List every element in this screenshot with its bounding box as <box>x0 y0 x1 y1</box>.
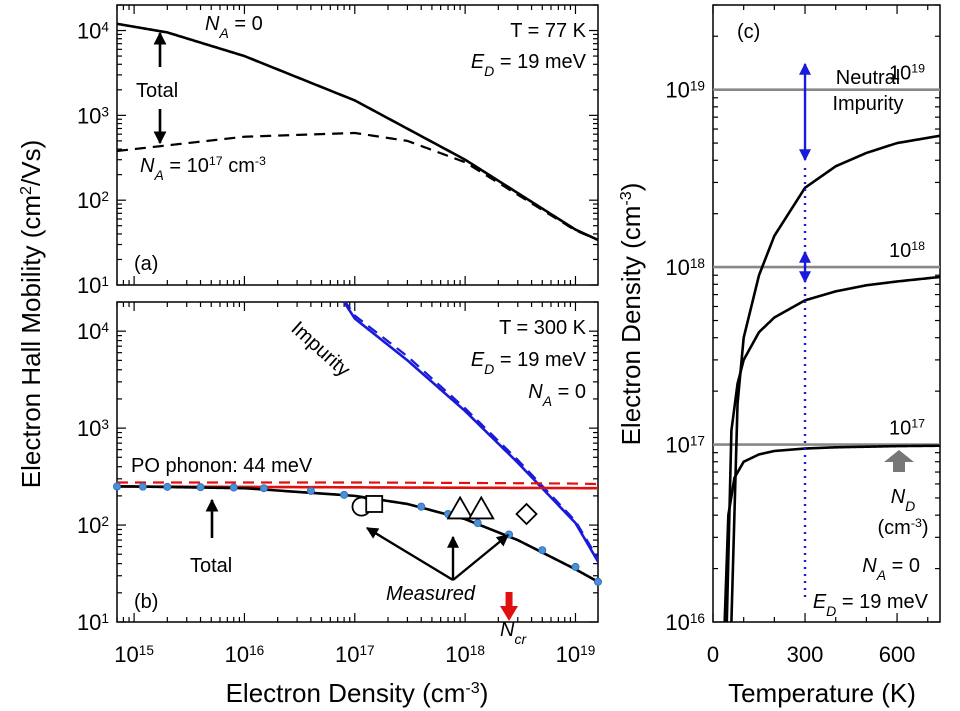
panel-b-calculated-point <box>417 502 426 511</box>
panel-c-neutral-label-2: Impurity <box>832 93 903 115</box>
panel-b-x-axis-label: Electron Density (cm-3) <box>226 678 489 708</box>
panel-c-nd-level-label: 1018 <box>889 239 925 262</box>
panel-c-y-axis-label: Electron Density (cm-3) <box>616 183 646 446</box>
panel-b-ncr-label: Ncr <box>500 619 527 647</box>
panel-c-y-tick-label: 1019 <box>665 78 705 103</box>
panel-b-total-label: Total <box>190 555 232 577</box>
panel-b-y-tick-label: 101 <box>77 610 109 635</box>
panel-b-calculated-point <box>538 546 547 555</box>
panel-b-calculated-point <box>259 484 268 493</box>
panel-b-measured-triangle <box>446 495 474 520</box>
panel-b-calculated-point <box>594 577 603 586</box>
panel-c-nd-level-label: 1019 <box>889 62 925 85</box>
panel-a-donor-energy: ED = 19 meV <box>471 51 587 79</box>
panel-b-y-tick-label: 102 <box>77 513 109 538</box>
panel-b-measured-triangle <box>467 495 495 520</box>
panel-c-neutral-label-1: Neutral <box>836 67 900 89</box>
panel-c-tag: (c) <box>737 21 760 43</box>
panel-a-series-na0 <box>117 22 598 242</box>
panel-b-x-tick-label: 1019 <box>556 642 596 667</box>
panel-b-calculated-point <box>163 482 172 491</box>
panel-b-impurity-line-dashed <box>344 302 598 560</box>
panel-a-y-tick-label: 104 <box>77 19 109 44</box>
panel-b-impurity-label: Impurity <box>287 317 355 381</box>
panel-c-curve-1e17 <box>723 444 940 622</box>
panel-b-calculated-point <box>196 483 205 492</box>
panel-b-donor-energy: ED = 19 meV <box>471 349 587 377</box>
panel-b-ncr-arrow-shaft <box>505 592 513 606</box>
panel-c-nd-arrow <box>884 450 914 472</box>
panel-c-nd-level-label: 1017 <box>889 417 925 440</box>
panel-c-x-axis-label: Temperature (K) <box>728 678 916 708</box>
panel-c-nd-unit: (cm-3) <box>877 516 928 539</box>
panel-b-y-tick-label: 104 <box>77 319 109 344</box>
panel-c-y-tick-label: 1018 <box>665 255 705 280</box>
panel-b-phonon-line-dashed <box>117 481 598 486</box>
panel-a-temperature: T = 77 K <box>510 20 586 42</box>
panel-a-frame <box>116 4 599 286</box>
panel-b-measured-square <box>365 495 384 513</box>
panel-ab-y-axis-label: Electron Hall Mobility (cm2/Vs) <box>16 140 46 489</box>
panel-c-y-tick-label: 1017 <box>665 433 705 458</box>
panel-a-label-na1e17: NA = 1017 cm-3 <box>140 154 266 183</box>
panel-b-x-tick-label: 1016 <box>225 642 265 667</box>
panel-b-calculated-point <box>113 482 122 491</box>
panel-c-x-tick-label: 0 <box>707 642 719 667</box>
panel-b-measured-arrow <box>452 534 509 581</box>
panel-c-curve-1e18 <box>725 275 940 622</box>
panel-b-calculated-point <box>229 483 238 492</box>
panel-c-x-tick-label: 600 <box>879 642 916 667</box>
panel-b-y-tick-label: 103 <box>77 416 109 441</box>
panel-a-y-tick-label: 101 <box>77 273 109 298</box>
panel-c-nd-label: ND <box>891 486 916 514</box>
panel-a-label-na0: NA = 0 <box>205 13 263 41</box>
panel-c-donor-energy: ED = 19 meV <box>813 591 929 619</box>
panel-b-calculated-point <box>473 519 482 528</box>
panel-b-x-tick-label: 1015 <box>114 642 154 667</box>
panel-c-frame <box>712 4 941 623</box>
panel-b-x-tick-label: 1017 <box>335 642 375 667</box>
panel-b-calculated-point <box>340 490 349 499</box>
panel-b-measured-arrow <box>365 526 454 582</box>
panel-b-temperature: T = 300 K <box>499 317 587 339</box>
panel-a-tag: (a) <box>134 253 158 275</box>
panel-a-y-tick-label: 103 <box>77 103 109 128</box>
panel-c-curve-1e19 <box>730 134 940 622</box>
panel-b-measured-label: Measured <box>386 583 476 605</box>
panel-b-phonon-label: PO phonon: 44 meV <box>131 455 313 477</box>
panel-b-frame <box>116 301 599 623</box>
panel-c-acceptor: NA = 0 <box>862 555 920 583</box>
panel-b-acceptor: NA = 0 <box>528 381 586 409</box>
panel-b-calculated-point <box>306 486 315 495</box>
panel-b-ncr-arrow-head <box>500 606 519 621</box>
panel-b-x-tick-label: 1018 <box>445 642 485 667</box>
panel-a-y-tick-label: 102 <box>77 188 109 213</box>
panel-a-total-label: Total <box>136 80 178 102</box>
panel-b-impurity-line <box>342 302 598 563</box>
panel-a-series-na1e17 <box>117 131 598 241</box>
panel-b-tag: (b) <box>134 591 158 613</box>
panel-b-calculated-point <box>571 562 580 571</box>
panel-c-y-tick-label: 1016 <box>665 610 705 635</box>
panel-b-calculated-point <box>138 482 147 491</box>
panel-c-x-tick-label: 300 <box>787 642 824 667</box>
panel-b-measured-diamond <box>515 502 538 526</box>
